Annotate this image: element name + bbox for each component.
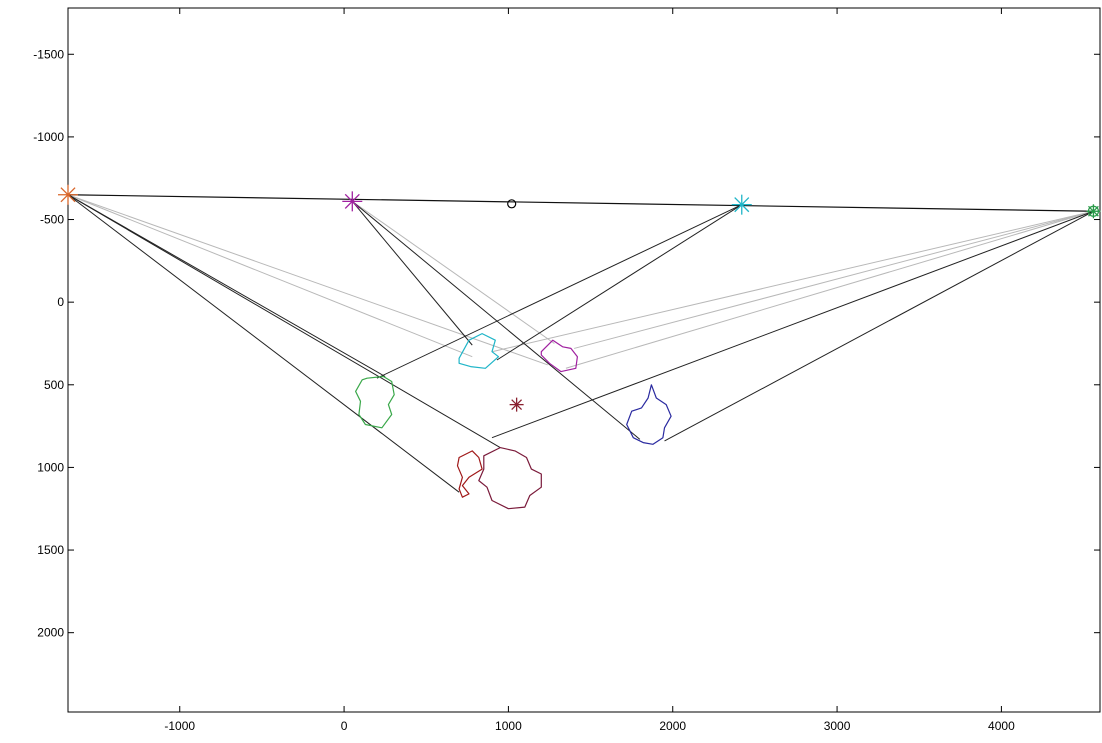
silhouette-cyan [458, 333, 500, 369]
marker-object-stroke [511, 399, 523, 411]
silhouette-magenta [540, 339, 579, 373]
projection-line-light [565, 210, 1094, 369]
y-tick-label: 0 [57, 295, 64, 309]
silhouette-blue [626, 384, 672, 445]
marker-object [509, 397, 524, 412]
marker-cam2-stroke [344, 193, 360, 209]
y-tick-label: -1500 [33, 47, 64, 61]
x-tick-label: -1000 [164, 719, 195, 733]
projection-line-light [491, 210, 1094, 353]
x-tick-label: 4000 [988, 719, 1015, 733]
silhouette-green [355, 375, 395, 429]
y-tick-label: 2000 [37, 626, 64, 640]
marker-center [507, 199, 517, 209]
x-tick-label: 0 [341, 719, 348, 733]
projection-line-dark [351, 201, 473, 346]
silhouette-maroon [478, 447, 542, 510]
projection-line-light [574, 210, 1094, 349]
y-tick-label: 1000 [37, 460, 64, 474]
projection-line-dark [491, 210, 1094, 439]
projection-line-dark [67, 194, 386, 377]
marker-cam4-ring [1087, 205, 1100, 217]
projection-line-dark [67, 194, 501, 449]
projection-line-light [352, 200, 555, 344]
camera-baseline [67, 194, 1094, 212]
y-tick-label: -1000 [33, 130, 64, 144]
silhouette-darkred [456, 450, 483, 498]
marker-cam3-stroke [734, 197, 750, 213]
projection-line-light [67, 194, 549, 366]
marker-cam3 [731, 194, 752, 215]
x-tick-label: 3000 [824, 719, 851, 733]
projection-line-light [67, 194, 473, 358]
x-tick-label: 1000 [495, 719, 522, 733]
x-tick-label: 2000 [659, 719, 686, 733]
marker-cam2 [342, 191, 363, 212]
y-tick-label: 1500 [37, 543, 64, 557]
y-tick-label: -500 [40, 213, 64, 227]
marker-cam1-stroke [60, 187, 76, 203]
marker-cam1 [58, 184, 78, 205]
projection-line-dark [496, 204, 743, 361]
axes-box [67, 7, 1101, 713]
projection-line-dark [67, 194, 460, 493]
projection-line-dark [664, 210, 1094, 442]
y-tick-label: 500 [44, 378, 64, 392]
projection-line-dark [376, 204, 742, 379]
